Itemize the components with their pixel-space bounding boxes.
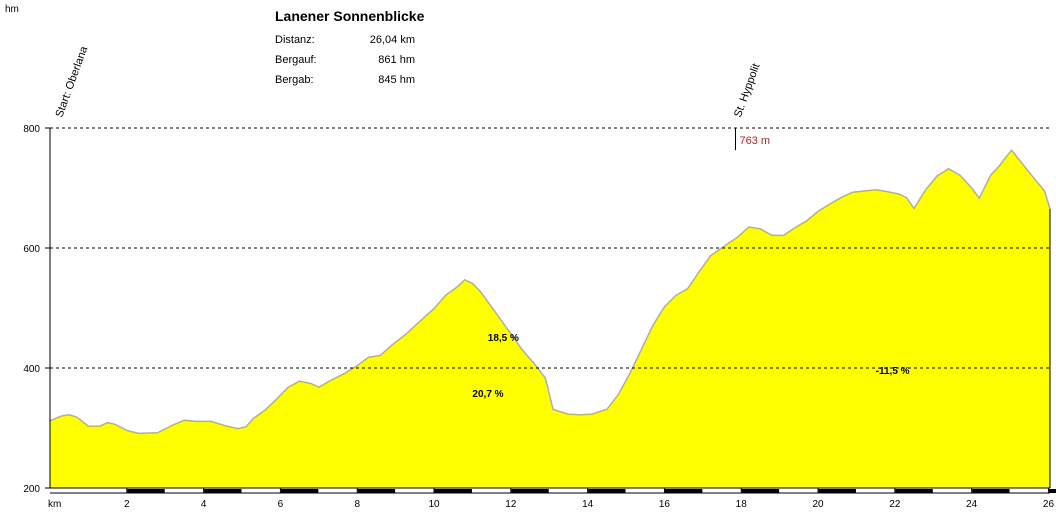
y-unit-label: hm [5,4,19,15]
scale-segment [741,489,780,493]
gradient-label: 18,5 % [488,333,519,344]
stat-ascent-value: 861 hm [378,54,415,66]
elevation-line [49,149,1051,435]
stat-ascent-label: Bergauf: [275,54,317,66]
x-tick-label: 10 [428,499,440,510]
x-tick-label: 4 [201,499,207,510]
stat-distance-value: 26,04 km [370,34,415,46]
y-tick-label: 800 [23,124,40,135]
summit-value: 763 m [739,135,770,147]
elevation-area [50,150,1050,488]
x-tick-label: 8 [354,499,360,510]
scale-segment [972,489,1010,493]
scale-segment [588,489,626,493]
x-tick-label: 24 [966,499,978,510]
gradient-label: 20,7 % [472,389,503,400]
distance-scale-bar [50,489,1056,494]
scale-segment [357,489,396,493]
stat-distance-label: Distanz: [275,34,315,46]
x-tick-label: 14 [582,499,594,510]
stat-descent-value: 845 hm [378,74,415,86]
stat-descent-label: Bergab: [275,74,314,86]
chart-title: Lanener Sonnenblicke [275,8,425,24]
x-tick-label: 12 [505,499,517,510]
y-axis-ticks: 200 400 600 800 [23,124,50,495]
scale-segment [204,489,242,493]
x-tick-label: 2 [124,499,130,510]
x-tick-label: 26 [1043,499,1055,510]
scale-segment [895,489,933,493]
x-tick-label: 20 [812,499,824,510]
scale-segment [818,489,856,493]
y-tick-label: 200 [23,484,40,495]
summit-label: St. Hyppolit [732,62,763,119]
x-tick-label: 16 [659,499,671,510]
axes [49,128,1051,489]
scale-segment [434,489,472,493]
y-tick-label: 400 [23,364,40,375]
scale-segment [511,489,549,493]
stats-block: Distanz: 26,04 km Bergauf: 861 hm Bergab… [275,34,415,86]
scale-segment [1048,489,1056,493]
scale-segment [127,489,165,493]
scale-segment [664,489,703,493]
x-unit-label: km [48,499,61,510]
x-tick-label: 6 [278,499,284,510]
gradient-label: -11,5 % [876,366,910,377]
x-tick-label: 18 [736,499,748,510]
scale-segment [280,489,319,493]
start-label: Start: Oberlana [54,44,91,119]
x-tick-label: 22 [889,499,901,510]
gridlines [50,127,1050,369]
y-tick-label: 600 [23,244,40,255]
x-axis-ticks: 2 4 6 8 10 12 14 16 18 20 22 24 26 [124,488,1054,510]
